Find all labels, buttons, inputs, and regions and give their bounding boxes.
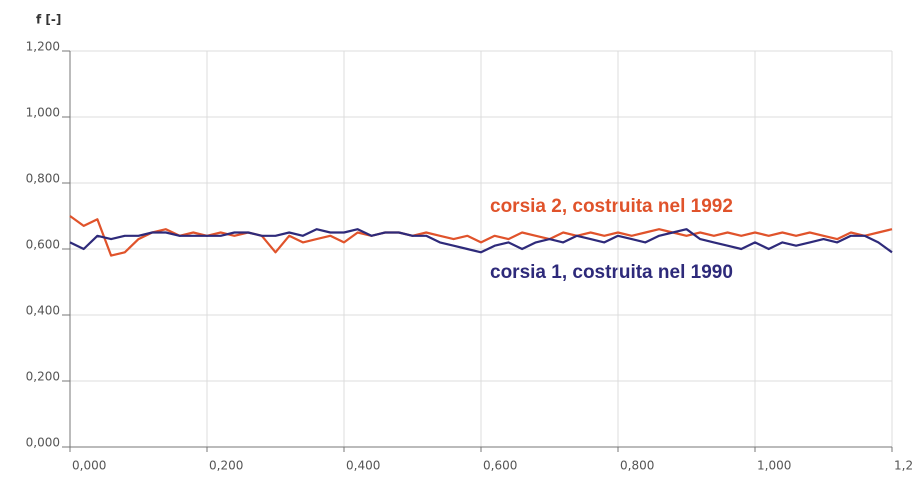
- annotation: corsia 1, costruita nel 1990: [490, 262, 733, 283]
- y-tick-label: 0,800: [26, 172, 60, 186]
- x-tick-label: 0,600: [483, 459, 517, 473]
- y-tick-label: 0,400: [26, 304, 60, 318]
- y-tick-label: 0,000: [26, 436, 60, 450]
- x-tick-label: 0,800: [620, 459, 654, 473]
- y-tick-label: 1,200: [26, 40, 60, 54]
- x-tick-label: 1,200: [894, 459, 912, 473]
- y-tick-label: 0,200: [26, 370, 60, 384]
- y-axis-label: f [-]: [36, 13, 61, 27]
- x-tick-label: 0,200: [209, 459, 243, 473]
- y-tick-label: 0,600: [26, 238, 60, 252]
- series-line: [69, 228, 893, 254]
- y-tick-label: 1,000: [26, 106, 60, 120]
- x-tick-label: 0,400: [346, 459, 380, 473]
- annotation: corsia 2, costruita nel 1992: [490, 196, 733, 217]
- x-tick-label: 0,000: [72, 459, 106, 473]
- x-tick-label: 1,000: [757, 459, 791, 473]
